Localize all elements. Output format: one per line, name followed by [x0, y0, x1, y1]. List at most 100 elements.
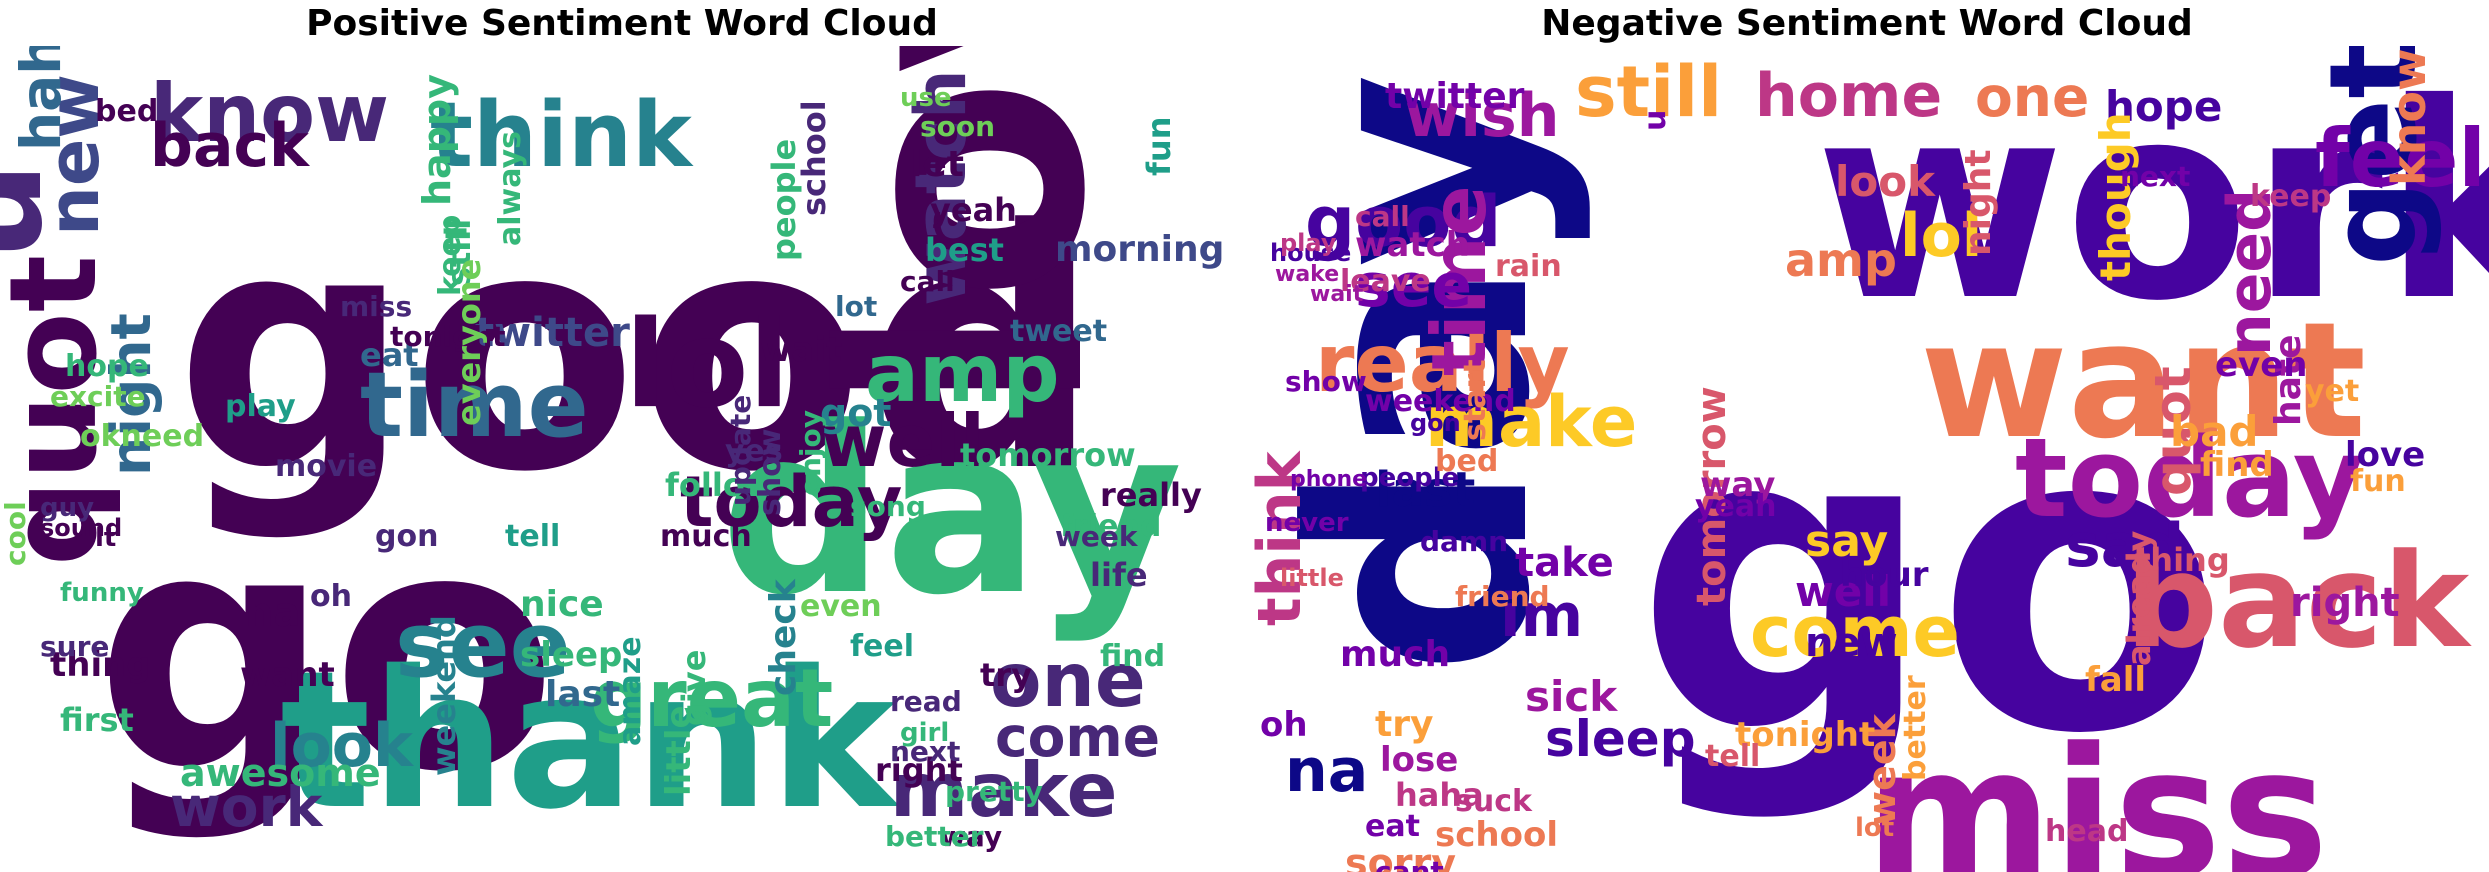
word-check: check — [763, 578, 804, 696]
word-school: school — [795, 100, 833, 216]
word-next: next — [890, 735, 960, 768]
word-okneed: okneed — [80, 419, 204, 454]
word-house: house — [1270, 239, 1351, 267]
word-happy: happy — [415, 74, 459, 206]
word-love: love — [774, 46, 1158, 416]
word-fun: fun — [1140, 117, 1178, 176]
word-right: right — [875, 751, 963, 789]
word-little: little — [659, 705, 699, 796]
word-enjoy: enjoy — [794, 410, 827, 496]
word-great: great — [590, 652, 833, 745]
word-night: night — [1958, 149, 1999, 256]
word-still: still — [1575, 51, 1722, 133]
word-tell: tell — [1705, 739, 1760, 774]
word-new: new — [33, 74, 115, 236]
word-bad: bad — [2170, 407, 2258, 456]
word-good: good — [1305, 181, 1501, 263]
word-lol: lol — [1900, 201, 1982, 271]
word-show: show — [753, 428, 788, 516]
word-much: much — [1340, 634, 1450, 675]
word-see: see — [1355, 251, 1472, 321]
word-amp: amp — [865, 327, 1060, 420]
word-much: much — [660, 519, 752, 554]
word-cool: cool — [0, 501, 32, 566]
word-better: better — [1898, 675, 1933, 781]
word-go: go — [1635, 337, 2224, 826]
word-im: im — [1500, 581, 1583, 651]
word-hour: hour — [1840, 555, 1929, 595]
word-back: back — [150, 111, 311, 181]
word-know: know — [2382, 49, 2436, 186]
negative-chart-title: Negative Sentiment Word Cloud — [1541, 3, 2193, 44]
word-read: read — [890, 685, 962, 718]
word-girl: girl — [900, 718, 949, 748]
word-even: even — [2215, 345, 2308, 385]
word-amaze: amaze — [613, 636, 648, 746]
word-morning: morning — [1055, 229, 1224, 270]
word-make: make — [1425, 381, 1637, 463]
word-yes: yes — [725, 434, 783, 469]
word-fun: fun — [2350, 464, 2406, 499]
word-weekend: weekend — [1365, 384, 1516, 419]
word-cant: cant — [1375, 855, 1444, 872]
word-hate: hate — [2268, 334, 2309, 426]
word-say: say — [1805, 516, 1888, 567]
word-na: na — [1285, 736, 1368, 806]
word-look: look — [1835, 157, 1936, 206]
negative-wordcloud-panel: Negative Sentiment Word Cloud go work day m… — [1245, 0, 2489, 872]
word-come: come — [995, 705, 1160, 769]
word-sad: sad — [2065, 511, 2184, 581]
word-think: think — [430, 83, 694, 188]
positive-chart-title: Positive Sentiment Word Cloud — [306, 3, 938, 44]
word-see: see — [395, 593, 571, 698]
word-sound: sound — [40, 514, 122, 542]
word-week: week — [1860, 713, 1904, 826]
word-come: come — [1750, 591, 1960, 673]
word-lt: lt — [95, 523, 116, 553]
word-lot: lot — [835, 290, 877, 323]
word-movie: movie — [275, 449, 377, 484]
word-phone: phone — [1290, 467, 1367, 492]
word-haha: haha — [9, 46, 73, 151]
positive-wordcloud-panel: Positive Sentiment Word Cloud goodgolove… — [0, 0, 1244, 872]
word-never: never — [1265, 508, 1349, 538]
word-call: call — [900, 265, 955, 298]
word-excite: excite — [50, 380, 146, 413]
word-time: time — [360, 353, 589, 458]
word-na: na — [245, 590, 300, 636]
word-eat: eat — [1365, 809, 1420, 844]
word-play: play — [225, 389, 296, 424]
word-better: better — [885, 820, 984, 853]
word-everyone: everyone — [450, 259, 488, 426]
word-leave: leave — [1340, 264, 1431, 299]
word-work: work — [1815, 46, 2489, 360]
word-gon: gon — [1410, 409, 1461, 437]
word-oh: oh — [1260, 705, 1308, 745]
word-way: way — [940, 820, 1002, 853]
word-wish: wish — [1405, 81, 1559, 151]
word-yeah: yeah — [1695, 489, 1777, 524]
word-tonight: tonight — [390, 320, 506, 353]
word-haha: haha — [1395, 776, 1484, 814]
word-update: update — [724, 395, 757, 506]
word-show: show — [1285, 365, 1367, 398]
word-think: think — [1245, 449, 1315, 626]
word-day: day — [1247, 72, 1596, 676]
word-already: already — [2120, 530, 2158, 666]
word-well: well — [820, 399, 985, 483]
word-people: people — [1360, 463, 1459, 493]
word-wait: wait — [760, 330, 842, 370]
word-thing: thing — [2135, 541, 2230, 579]
word-sleep: sleep — [520, 635, 622, 675]
word-morning: morning — [1340, 870, 1472, 872]
word-call: call — [1355, 200, 1410, 233]
word-oh: oh — [310, 579, 352, 614]
word-new: new — [1805, 620, 1898, 666]
word-look: look — [270, 711, 415, 781]
word-home: home — [1755, 61, 1942, 131]
word-lose: lose — [1380, 740, 1458, 780]
word-really: really — [1315, 317, 1570, 410]
word-soon: soon — [920, 110, 995, 143]
word-feel: feel — [850, 629, 914, 664]
